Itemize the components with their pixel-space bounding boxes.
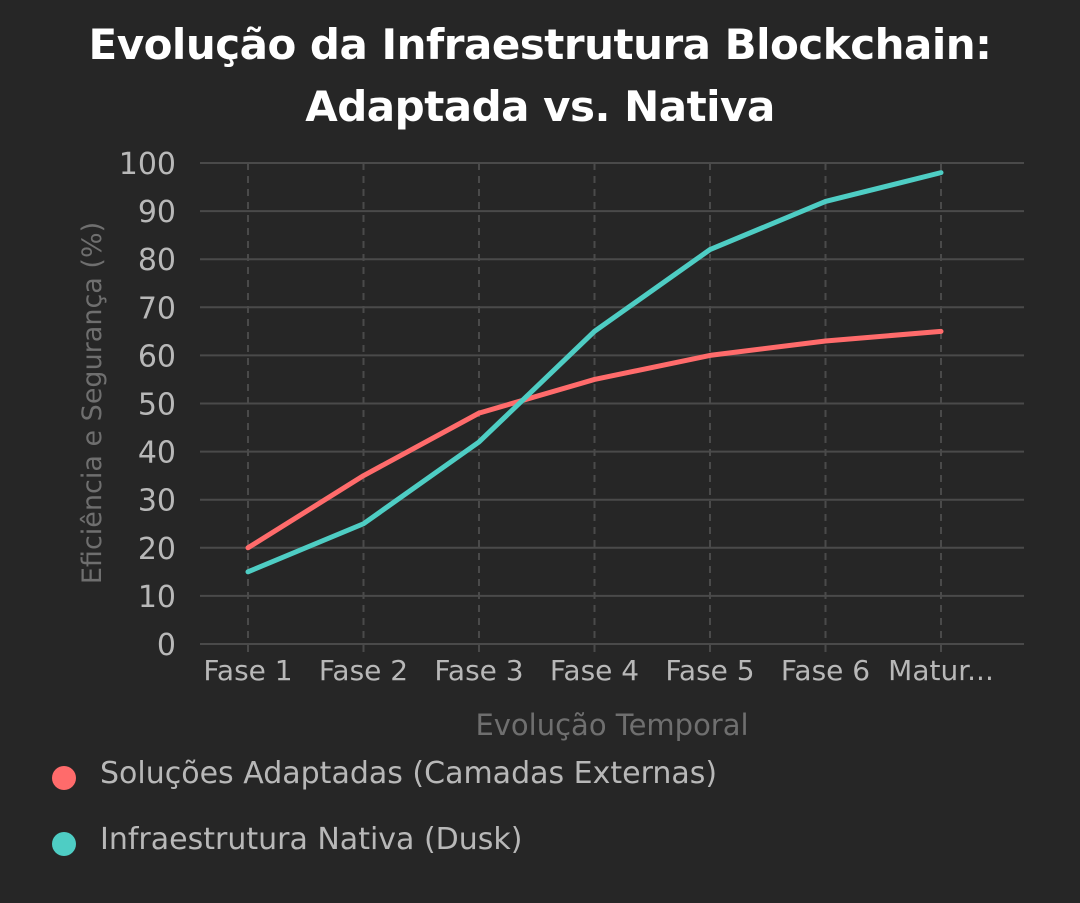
x-tick-label: Fase 4 bbox=[550, 654, 639, 687]
x-tick-label: Fase 3 bbox=[434, 654, 523, 687]
y-tick-label: 40 bbox=[138, 436, 176, 471]
series-line-adaptadas bbox=[245, 328, 944, 551]
series-line-nativa bbox=[245, 170, 944, 575]
x-axis-title: Evolução Temporal bbox=[475, 708, 748, 742]
y-tick-label: 20 bbox=[138, 532, 176, 567]
y-tick-label: 10 bbox=[138, 580, 176, 615]
y-axis-title: Eficiência e Segurança (%) bbox=[77, 222, 108, 584]
x-tick-label: Fase 1 bbox=[203, 654, 292, 687]
y-tick-label: 90 bbox=[138, 195, 176, 230]
y-tick-label: 70 bbox=[138, 291, 176, 326]
chart-title-line-1: Evolução da Infraestrutura Blockchain: bbox=[88, 20, 992, 69]
y-tick-label: 50 bbox=[138, 388, 176, 423]
x-tick-label: Fase 2 bbox=[319, 654, 408, 687]
chart-title-line-2: Adaptada vs. Nativa bbox=[305, 82, 775, 131]
legend-label-nativa: Infraestrutura Nativa (Dusk) bbox=[100, 822, 523, 857]
legend-marker-adaptadas bbox=[52, 766, 76, 790]
x-tick-label: Fase 5 bbox=[665, 654, 754, 687]
y-tick-label: 60 bbox=[138, 339, 176, 374]
chart-title: Evolução da Infraestrutura Blockchain: A… bbox=[0, 14, 1080, 138]
x-tick-label: Matur... bbox=[888, 654, 994, 687]
legend-label-adaptadas: Soluções Adaptadas (Camadas Externas) bbox=[100, 756, 718, 791]
y-tick-label: 30 bbox=[138, 484, 176, 519]
y-tick-label: 100 bbox=[119, 147, 176, 182]
y-tick-label: 80 bbox=[138, 243, 176, 278]
legend-marker-nativa bbox=[52, 832, 76, 856]
y-tick-label: 0 bbox=[157, 628, 176, 663]
x-tick-label: Fase 6 bbox=[781, 654, 870, 687]
